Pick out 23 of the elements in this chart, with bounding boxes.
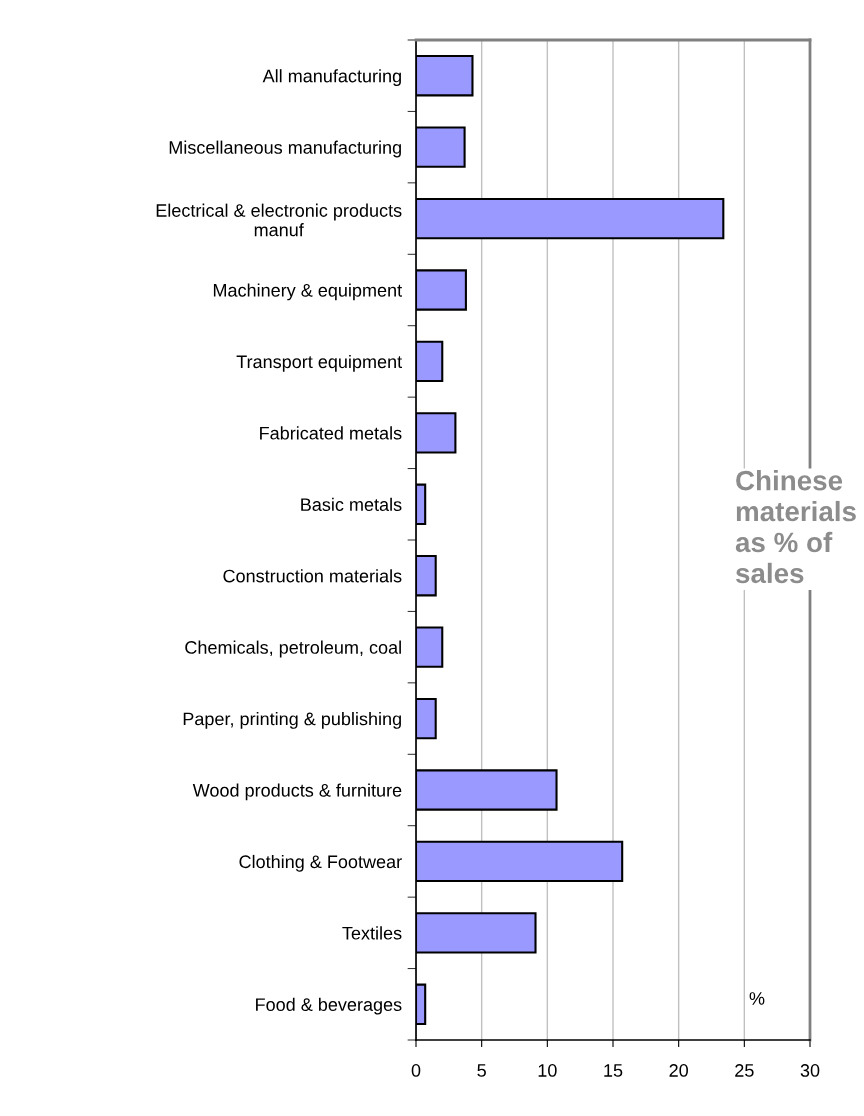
- y-tick-label: Construction materials: [223, 569, 402, 583]
- y-tick-label: Textiles: [342, 926, 402, 940]
- y-tick-label: Wood products & furniture: [192, 783, 402, 801]
- y-tick-label: Fabricated metals: [260, 426, 402, 440]
- y-tick-label: Machinery & equipment: [213, 283, 402, 301]
- x-tick-label: 10: [538, 1064, 557, 1077]
- x-tick-label: 15: [604, 1064, 623, 1077]
- y-tick-label: Paper, printing & publishing: [183, 712, 401, 729]
- y-tick-label: Transport equipment: [236, 354, 402, 372]
- x-tick-label: 5: [477, 1064, 486, 1077]
- annotation: Chinese materials as % of sales: [735, 470, 856, 584]
- y-tick-label: Miscellaneous manufacturing: [169, 140, 401, 158]
- y-tick-label: Electrical & electronic products manuf: [156, 203, 402, 237]
- x-tick-label: 30: [800, 1064, 820, 1077]
- y-tick-label: Basic metals: [301, 497, 402, 512]
- x-tick-label: 20: [669, 1064, 688, 1077]
- annotation: %: [749, 992, 765, 1005]
- x-tick-label: 0: [411, 1064, 421, 1077]
- y-tick-label: Chemicals, petroleum, coal: [185, 640, 401, 658]
- y-tick-label: Food & beverages: [256, 997, 402, 1015]
- y-tick-label: Clothing & Footwear: [239, 854, 402, 872]
- y-tick-label: All manufacturing: [262, 69, 401, 86]
- x-tick-label: 25: [735, 1064, 754, 1077]
